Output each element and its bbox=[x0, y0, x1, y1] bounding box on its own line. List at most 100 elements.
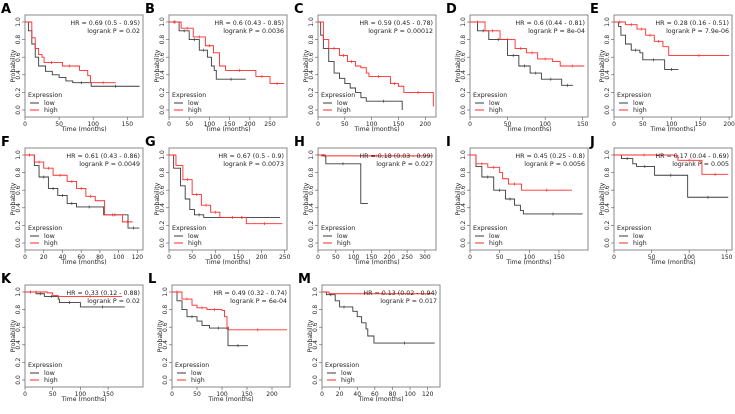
y-tick-label: 0.2 bbox=[162, 357, 169, 367]
legend-high: high bbox=[44, 240, 58, 247]
logrank-p: logrank P = 0.0036 bbox=[223, 28, 284, 35]
legend-title: Expression bbox=[325, 362, 359, 369]
x-axis-label: Time (months) bbox=[357, 396, 403, 403]
y-tick-label: 0.2 bbox=[15, 220, 22, 230]
x-tick-label: 100 bbox=[87, 121, 99, 128]
y-tick-label: 0.6 bbox=[604, 52, 611, 62]
x-tick-label: 100 bbox=[404, 391, 416, 398]
y-tick-label: 1.0 bbox=[604, 150, 611, 160]
plot-frame bbox=[168, 14, 288, 118]
legend-title: Expression bbox=[321, 92, 355, 99]
logrank-p: logrank P = 8e-04 bbox=[528, 28, 585, 35]
km-curve-low bbox=[614, 21, 679, 70]
plot-frame bbox=[469, 14, 589, 118]
panel-label: G bbox=[145, 135, 156, 150]
panel-label: A bbox=[1, 2, 11, 17]
hazard-ratio: HR = 0.17 (0.04 - 0.69) bbox=[655, 153, 729, 160]
hazard-ratio: HR = 0.69 (0.5 - 0.95) bbox=[70, 20, 140, 27]
logrank-p: logrank P = 0.027 bbox=[376, 161, 433, 168]
legend-low: low bbox=[489, 100, 500, 107]
y-tick-label: 0.4 bbox=[308, 70, 315, 80]
plot-frame bbox=[613, 147, 733, 251]
legend-high: high bbox=[633, 107, 647, 114]
y-tick-label: 0.6 bbox=[15, 52, 22, 62]
y-tick-label: 0.0 bbox=[15, 238, 22, 248]
y-tick-label: 0.2 bbox=[308, 220, 315, 230]
legend-low: low bbox=[337, 100, 348, 107]
y-tick-label: 0.8 bbox=[308, 35, 315, 45]
x-tick-label: 150 bbox=[122, 121, 134, 128]
x-tick-label: 150 bbox=[241, 391, 253, 398]
km-curve-high bbox=[25, 21, 116, 84]
x-tick-label: 0 bbox=[468, 254, 472, 261]
hazard-ratio: HR = 0.61 (0.43 - 0.86) bbox=[66, 153, 140, 160]
plot-frame bbox=[613, 14, 733, 118]
km-curve-high bbox=[318, 21, 434, 107]
panel-H: H 0.0 0.2 0.4 0.6 0.8 1.0 0 50 100 150 200 250 300 Tim… bbox=[294, 135, 437, 266]
y-axis-label: Probability bbox=[303, 49, 310, 82]
y-tick-label: 0.4 bbox=[308, 203, 315, 213]
legend-high: high bbox=[44, 107, 58, 114]
x-tick-label: 50 bbox=[49, 391, 57, 398]
panel-E: E 0.0 0.2 0.4 0.6 0.8 1.0 0 50 100 150 200 Time (mon… bbox=[590, 2, 735, 133]
y-tick-label: 0.0 bbox=[159, 238, 166, 248]
x-tick-label: 100 bbox=[204, 121, 216, 128]
hazard-ratio: HR = 0.18 (0.03 - 0.99) bbox=[359, 153, 433, 160]
y-tick-label: 0.4 bbox=[15, 70, 22, 80]
y-tick-label: 0.2 bbox=[15, 87, 22, 97]
x-tick-label: 50 bbox=[188, 254, 196, 261]
x-tick-label: 120 bbox=[422, 391, 434, 398]
hazard-ratio: HR = 0.6 (0.43 - 0.85) bbox=[214, 20, 284, 27]
x-tick-label: 80 bbox=[96, 254, 104, 261]
panel-M: M 0.0 0.2 0.4 0.6 0.8 1.0 0 20 40 60 80 100 120 Time (… bbox=[298, 272, 441, 403]
y-tick-label: 1.0 bbox=[159, 17, 166, 27]
x-tick-label: 40 bbox=[353, 391, 361, 398]
y-axis-label: Probability bbox=[10, 182, 17, 215]
panel-label: M bbox=[298, 272, 311, 287]
logrank-p: logrank P = 0.0073 bbox=[223, 161, 284, 168]
km-curve-low bbox=[25, 291, 125, 308]
legend-low: low bbox=[489, 233, 500, 240]
y-tick-label: 0.0 bbox=[159, 105, 166, 115]
x-tick-label: 0 bbox=[612, 254, 616, 261]
y-tick-label: 0.8 bbox=[162, 305, 169, 315]
x-tick-label: 250 bbox=[279, 254, 291, 261]
x-tick-label: 150 bbox=[695, 121, 707, 128]
x-tick-label: 0 bbox=[167, 254, 171, 261]
legend-low: low bbox=[337, 233, 348, 240]
legend-low: low bbox=[44, 100, 55, 107]
km-curve-low bbox=[172, 291, 248, 347]
x-tick-label: 100 bbox=[210, 254, 222, 261]
y-axis-label: Probability bbox=[154, 182, 161, 215]
y-tick-label: 1.0 bbox=[15, 287, 22, 297]
legend-high: high bbox=[188, 107, 202, 114]
panel-label: C bbox=[294, 2, 304, 17]
logrank-p: logrank P = 6e-04 bbox=[230, 298, 287, 305]
legend-title: Expression bbox=[28, 92, 62, 99]
y-tick-label: 0.8 bbox=[15, 35, 22, 45]
plot-frame bbox=[24, 284, 144, 388]
x-tick-label: 150 bbox=[393, 121, 405, 128]
panel-B: B 0.0 0.2 0.4 0.6 0.8 1.0 0 50 100 150 200 250 Time (… bbox=[145, 2, 288, 133]
km-curve-low bbox=[322, 291, 435, 344]
x-axis-label: Time (months) bbox=[649, 126, 695, 133]
legend-title: Expression bbox=[28, 225, 62, 232]
y-tick-label: 0.0 bbox=[604, 238, 611, 248]
legend-low: low bbox=[341, 370, 352, 377]
logrank-p: logrank P = 0.02 bbox=[87, 28, 140, 35]
y-axis-label: Probability bbox=[303, 182, 310, 215]
x-tick-label: 150 bbox=[233, 254, 245, 261]
y-axis-label: Probability bbox=[599, 182, 606, 215]
y-tick-label: 0.0 bbox=[15, 375, 22, 385]
x-tick-label: 150 bbox=[553, 254, 565, 261]
y-tick-label: 1.0 bbox=[15, 17, 22, 27]
hazard-ratio: HR = 0.67 (0.5 - 0.9) bbox=[218, 153, 284, 160]
y-axis-label: Probability bbox=[10, 49, 17, 82]
x-tick-label: 100 bbox=[539, 121, 551, 128]
x-axis-label: Time (months) bbox=[204, 259, 250, 266]
x-tick-label: 150 bbox=[577, 121, 589, 128]
km-curve-high bbox=[169, 21, 285, 85]
y-tick-label: 0.2 bbox=[460, 220, 467, 230]
y-tick-label: 0.8 bbox=[604, 35, 611, 45]
legend-title: Expression bbox=[617, 92, 651, 99]
